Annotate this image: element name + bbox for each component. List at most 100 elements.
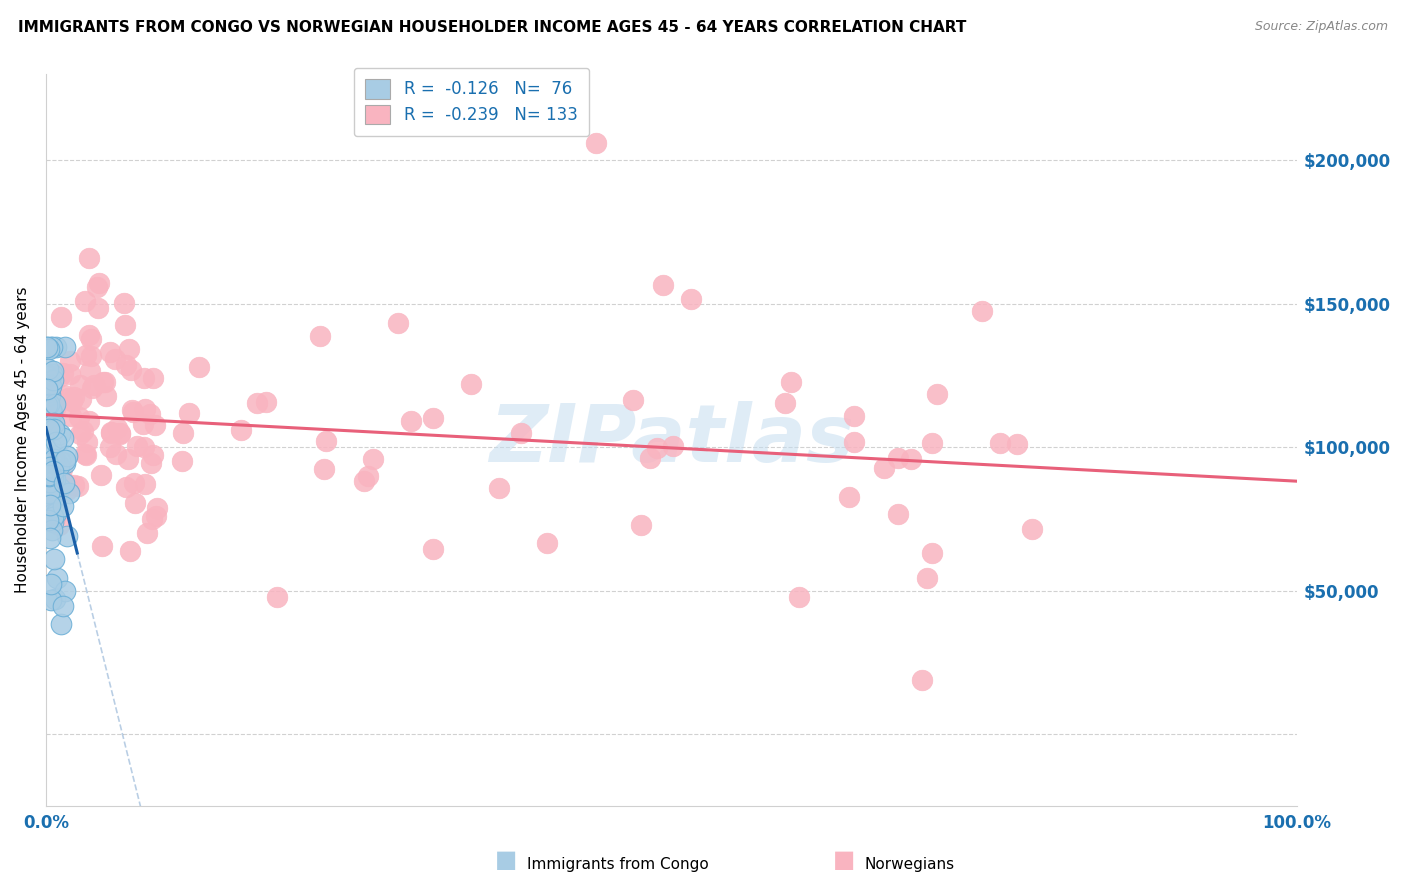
Point bbox=[44, 472, 66, 486]
Text: ZIPatlas: ZIPatlas bbox=[489, 401, 853, 479]
Point bbox=[52, 500, 75, 514]
Point bbox=[38, 368, 60, 382]
Point bbox=[52, 599, 75, 614]
Text: IMMIGRANTS FROM CONGO VS NORWEGIAN HOUSEHOLDER INCOME AGES 45 - 64 YEARS CORRELA: IMMIGRANTS FROM CONGO VS NORWEGIAN HOUSE… bbox=[18, 20, 967, 35]
Point bbox=[104, 447, 127, 461]
Point bbox=[44, 451, 66, 466]
Point bbox=[145, 509, 167, 524]
Point bbox=[114, 358, 136, 372]
Point bbox=[39, 531, 62, 545]
Point bbox=[59, 354, 82, 368]
Point bbox=[98, 345, 121, 359]
Point bbox=[100, 425, 122, 439]
Point bbox=[872, 461, 894, 475]
Point bbox=[39, 577, 62, 591]
Point bbox=[98, 441, 121, 455]
Point bbox=[887, 451, 910, 466]
Point bbox=[49, 310, 72, 325]
Point bbox=[39, 403, 62, 417]
Point bbox=[105, 420, 128, 434]
Point bbox=[41, 471, 63, 485]
Point bbox=[139, 407, 162, 421]
Point bbox=[143, 418, 166, 433]
Text: Norwegians: Norwegians bbox=[865, 857, 955, 872]
Point bbox=[90, 467, 112, 482]
Point bbox=[90, 539, 112, 553]
Point bbox=[662, 439, 685, 453]
Point bbox=[38, 467, 60, 482]
Point bbox=[134, 477, 156, 491]
Point bbox=[488, 481, 510, 495]
Point bbox=[361, 451, 384, 466]
Point bbox=[787, 590, 810, 604]
Point bbox=[94, 375, 117, 389]
Point bbox=[925, 387, 948, 401]
Point bbox=[49, 426, 72, 441]
Point bbox=[41, 455, 63, 469]
Point bbox=[172, 425, 194, 440]
Point bbox=[41, 340, 63, 354]
Point bbox=[72, 424, 94, 438]
Point bbox=[422, 541, 444, 556]
Point bbox=[132, 440, 155, 454]
Point bbox=[69, 427, 91, 442]
Point bbox=[42, 490, 65, 504]
Point bbox=[69, 377, 91, 392]
Point bbox=[773, 396, 796, 410]
Point bbox=[38, 397, 60, 411]
Point bbox=[38, 486, 60, 500]
Point bbox=[121, 404, 143, 418]
Point bbox=[387, 316, 409, 330]
Point bbox=[132, 371, 155, 385]
Point bbox=[62, 478, 84, 492]
Point bbox=[139, 457, 162, 471]
Point bbox=[39, 378, 62, 392]
Point bbox=[779, 375, 801, 389]
Point bbox=[37, 340, 59, 354]
Point bbox=[44, 500, 66, 514]
Point bbox=[41, 396, 63, 410]
Point bbox=[900, 452, 922, 467]
Point bbox=[460, 377, 482, 392]
Point bbox=[125, 439, 148, 453]
Point bbox=[77, 414, 100, 428]
Point bbox=[108, 426, 131, 441]
Point bbox=[114, 318, 136, 332]
Point bbox=[87, 301, 110, 315]
Point bbox=[988, 435, 1011, 450]
Point bbox=[53, 452, 76, 467]
Point bbox=[58, 486, 80, 500]
Point bbox=[48, 369, 70, 384]
Point bbox=[79, 364, 101, 378]
Point bbox=[53, 456, 76, 470]
Point bbox=[142, 371, 165, 385]
Point bbox=[45, 571, 67, 585]
Point bbox=[37, 340, 59, 354]
Text: ■: ■ bbox=[495, 848, 517, 872]
Point bbox=[114, 480, 136, 494]
Point bbox=[45, 340, 67, 354]
Point bbox=[38, 474, 60, 488]
Point bbox=[55, 449, 77, 463]
Point bbox=[41, 593, 63, 607]
Point bbox=[76, 435, 98, 450]
Point bbox=[42, 448, 65, 462]
Point bbox=[652, 278, 675, 293]
Point bbox=[887, 507, 910, 521]
Point bbox=[1007, 437, 1029, 451]
Point bbox=[86, 280, 108, 294]
Point bbox=[44, 592, 66, 607]
Point bbox=[39, 498, 62, 512]
Point bbox=[42, 422, 65, 436]
Point bbox=[59, 409, 82, 423]
Point bbox=[41, 523, 63, 537]
Point bbox=[921, 546, 943, 560]
Point bbox=[132, 417, 155, 431]
Point bbox=[70, 392, 93, 406]
Point bbox=[41, 507, 63, 521]
Point bbox=[52, 476, 75, 491]
Point bbox=[45, 490, 67, 504]
Point bbox=[246, 395, 269, 409]
Point bbox=[315, 434, 337, 449]
Point bbox=[104, 351, 127, 366]
